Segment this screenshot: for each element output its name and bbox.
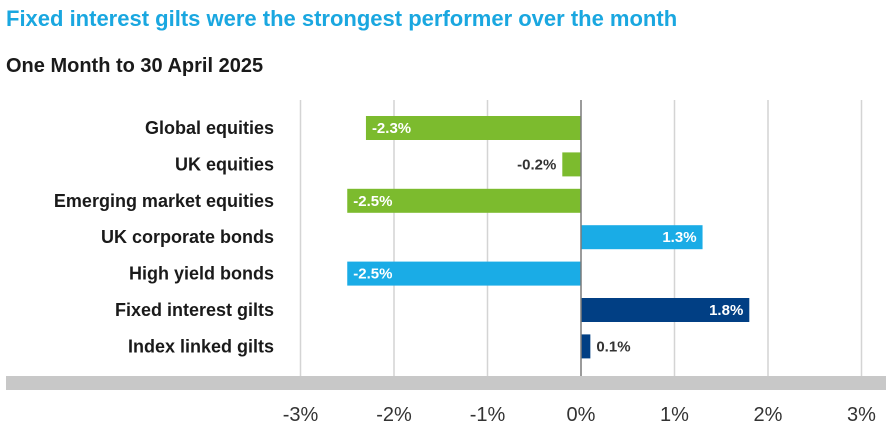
chart-subtitle: One Month to 30 April 2025 [6, 55, 264, 77]
bar [581, 225, 703, 250]
category-label: UK equities [175, 154, 274, 174]
chart-title: Fixed interest gilts were the strongest … [6, 6, 678, 31]
value-label: 0.1% [596, 338, 630, 355]
category-label: UK corporate bonds [101, 227, 274, 247]
category-label: Index linked gilts [128, 336, 274, 356]
value-label: 1.8% [709, 302, 743, 319]
bar [581, 298, 750, 322]
value-label: -2.5% [353, 193, 392, 210]
category-label: Fixed interest gilts [115, 300, 274, 320]
bar [562, 152, 581, 177]
bar [347, 188, 581, 213]
bar [581, 334, 591, 359]
value-label: -0.2% [517, 156, 556, 173]
tick-label: -3% [283, 404, 319, 426]
category-label: Emerging market equities [54, 191, 274, 211]
value-label: -2.5% [353, 266, 392, 283]
tick-label: -2% [376, 404, 412, 426]
tick-label: -1% [470, 404, 506, 426]
tick-label: 3% [847, 404, 876, 426]
value-label: 1.3% [662, 229, 696, 246]
bar [365, 116, 581, 140]
category-label: Global equities [145, 118, 274, 138]
tick-label: 1% [660, 404, 689, 426]
bar [347, 261, 581, 286]
tick-label: 0% [567, 404, 596, 426]
value-label: -2.3% [372, 120, 411, 137]
tick-label: 2% [754, 404, 783, 426]
axis-band [6, 376, 886, 390]
category-label: High yield bonds [129, 264, 274, 284]
